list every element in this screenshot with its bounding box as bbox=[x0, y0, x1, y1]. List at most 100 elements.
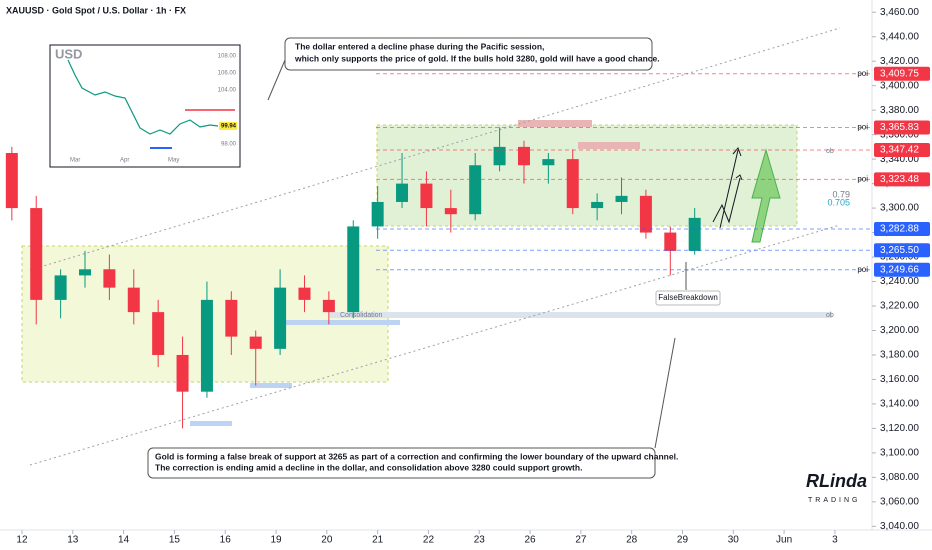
candle-body bbox=[566, 159, 579, 209]
candle-body bbox=[127, 287, 140, 313]
price-label-box bbox=[874, 120, 930, 135]
candle-body bbox=[249, 336, 262, 349]
candle-body bbox=[420, 183, 433, 209]
candle-body bbox=[591, 201, 604, 209]
y-tick-label: 3,240.00 bbox=[880, 276, 919, 287]
inset-tick: 98.00 bbox=[221, 142, 237, 148]
x-tick-label: Jun bbox=[776, 535, 792, 546]
y-tick-label: 3,420.00 bbox=[880, 56, 919, 67]
candle-body bbox=[347, 226, 360, 313]
label-box bbox=[655, 290, 721, 306]
poi-label: poi bbox=[857, 174, 868, 183]
price-label: 3,282.88 bbox=[880, 224, 919, 235]
candle-body bbox=[371, 201, 384, 227]
resistance-mark bbox=[578, 142, 640, 149]
candle-body bbox=[444, 208, 457, 215]
inset-tick: 104.00 bbox=[218, 88, 237, 94]
note-box bbox=[147, 447, 656, 479]
candle-body bbox=[493, 146, 506, 166]
x-tick-label: 14 bbox=[118, 535, 130, 546]
channel-line bbox=[29, 224, 841, 466]
candle-body bbox=[542, 159, 555, 166]
candle-body bbox=[274, 287, 287, 349]
projection-path bbox=[719, 147, 742, 229]
channel-line bbox=[29, 27, 841, 271]
note-box bbox=[284, 37, 653, 71]
candle-body bbox=[30, 208, 43, 300]
support-mark bbox=[280, 320, 400, 325]
pointer bbox=[267, 59, 286, 101]
x-tick-label: 13 bbox=[67, 535, 79, 546]
support-mark bbox=[250, 383, 292, 388]
consolidation-label: Consolidation bbox=[340, 312, 383, 319]
price-label: 3,249.66 bbox=[880, 264, 919, 275]
price-label: 3,409.75 bbox=[880, 68, 919, 79]
inset-month: May bbox=[168, 158, 179, 164]
candle-body bbox=[103, 269, 116, 288]
x-tick-label: 12 bbox=[16, 535, 28, 546]
y-tick-label: 3,180.00 bbox=[880, 350, 919, 361]
price-label-box bbox=[874, 66, 930, 81]
y-tick-label: 3,100.00 bbox=[880, 448, 919, 459]
price-label: 3,347.42 bbox=[880, 145, 919, 156]
resistance-zone bbox=[376, 124, 798, 227]
y-tick-label: 3,400.00 bbox=[880, 80, 919, 91]
note-text: Gold is forming a false break of support… bbox=[155, 451, 678, 461]
inset-title: USD bbox=[55, 46, 82, 61]
candle-body bbox=[322, 299, 335, 313]
y-tick-label: 3,040.00 bbox=[880, 521, 919, 532]
candle-body bbox=[615, 195, 628, 202]
candle-body bbox=[79, 269, 92, 276]
price-label-box bbox=[874, 222, 930, 237]
price-label-box bbox=[874, 243, 930, 258]
price-label: 3,265.50 bbox=[880, 245, 919, 256]
x-tick-label: 19 bbox=[270, 535, 282, 546]
inset-month: Apr bbox=[120, 158, 129, 164]
price-label-box bbox=[874, 262, 930, 277]
logo: RLinda bbox=[806, 471, 867, 491]
resistance-mark bbox=[518, 120, 592, 127]
price-label-box bbox=[874, 172, 930, 187]
fib-label: 0.705 bbox=[827, 197, 850, 207]
x-tick-label: 28 bbox=[626, 535, 638, 546]
x-tick-label: 15 bbox=[169, 535, 181, 546]
poi-label: poi bbox=[857, 69, 868, 78]
y-tick-label: 3,120.00 bbox=[880, 423, 919, 434]
projection-path bbox=[712, 177, 741, 224]
candle-body bbox=[664, 232, 677, 251]
y-tick-label: 3,080.00 bbox=[880, 472, 919, 483]
x-tick-label: 22 bbox=[423, 535, 435, 546]
candle-body bbox=[517, 146, 530, 166]
candle-body bbox=[54, 275, 67, 300]
inset-tick: 106.00 bbox=[218, 71, 237, 77]
candle-body bbox=[639, 195, 652, 233]
candle-body bbox=[688, 217, 701, 251]
x-tick-label: 23 bbox=[474, 535, 486, 546]
candle-body bbox=[469, 165, 482, 215]
inset-frame bbox=[49, 44, 241, 168]
x-tick-label: 16 bbox=[220, 535, 232, 546]
inset-chart: USD 108.00 106.00 104.00 98.00 99.94 Mar… bbox=[49, 44, 241, 168]
y-tick-label: 3,060.00 bbox=[880, 496, 919, 507]
ob-zone bbox=[330, 312, 832, 318]
fib-label: 0.79 bbox=[832, 189, 850, 199]
x-tick-label: 26 bbox=[525, 535, 537, 546]
y-tick-label: 3,160.00 bbox=[880, 374, 919, 385]
candle-body bbox=[152, 312, 165, 355]
price-label-box bbox=[874, 143, 930, 158]
pointer bbox=[654, 337, 676, 449]
y-tick-label: 3,380.00 bbox=[880, 105, 919, 116]
inset-line bbox=[67, 59, 219, 135]
x-tick-label: 29 bbox=[677, 535, 689, 546]
x-tick-label: 3 bbox=[832, 535, 838, 546]
x-tick-label: 20 bbox=[321, 535, 333, 546]
poi-label: poi bbox=[857, 123, 868, 132]
x-tick-label: 27 bbox=[575, 535, 587, 546]
candle-body bbox=[176, 354, 189, 392]
logo-sub: TRADING bbox=[808, 497, 861, 504]
note-text: The correction is ending amid a decline … bbox=[155, 462, 582, 472]
y-tick-label: 3,440.00 bbox=[880, 31, 919, 42]
inset-price-box bbox=[219, 122, 237, 130]
x-tick-label: 21 bbox=[372, 535, 384, 546]
